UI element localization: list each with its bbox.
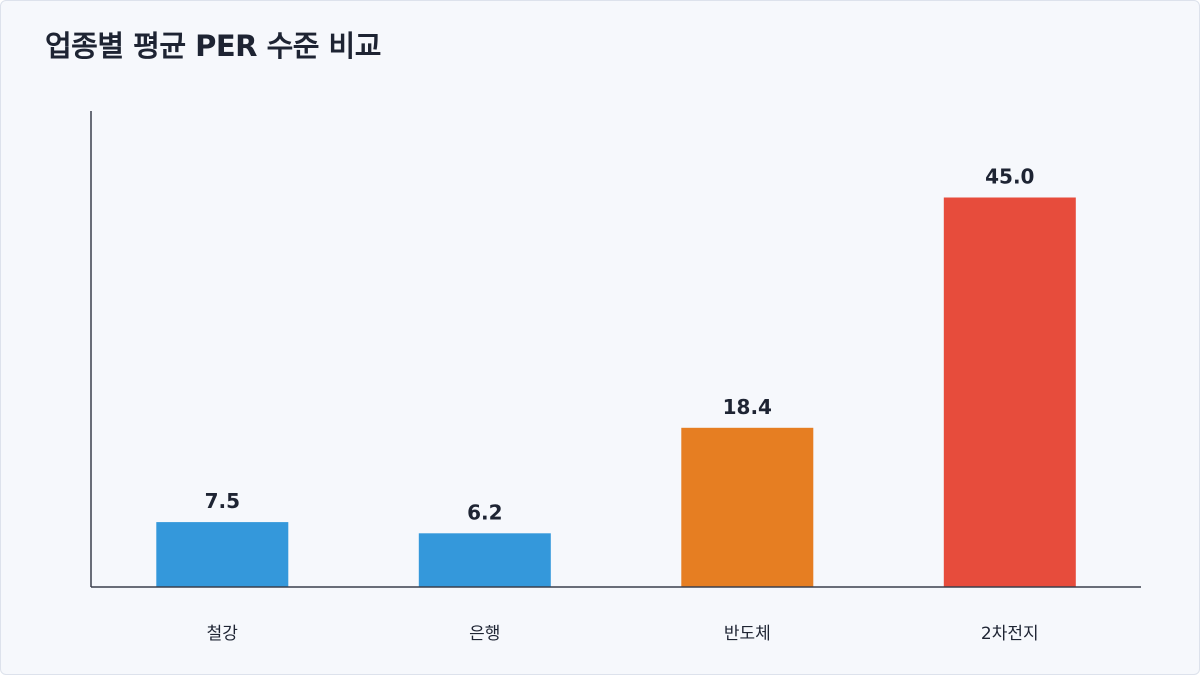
category-label-4: 2차전지 xyxy=(981,624,1039,644)
bar-2 xyxy=(418,533,551,587)
bar-value-label-4: 45.0 xyxy=(985,165,1034,189)
bar-4 xyxy=(943,197,1076,587)
category-label-2: 은행 xyxy=(469,624,500,644)
bar-1 xyxy=(156,522,289,587)
value-labels-layer: 7.5 6.2 18.4 45.0 xyxy=(205,165,1035,525)
category-label-3: 반도체 xyxy=(724,624,771,644)
bar-3 xyxy=(681,427,814,587)
category-labels-layer: 철강 은행 반도체 2차전지 xyxy=(207,624,1039,644)
chart-title: 업종별 평균 PER 수준 비교 xyxy=(45,29,381,63)
bar-value-label-2: 6.2 xyxy=(467,500,502,524)
bars-layer xyxy=(156,197,1076,587)
category-label-1: 철강 xyxy=(207,624,239,644)
bar-value-label-3: 18.4 xyxy=(723,395,772,419)
bar-value-label-1: 7.5 xyxy=(205,489,240,513)
